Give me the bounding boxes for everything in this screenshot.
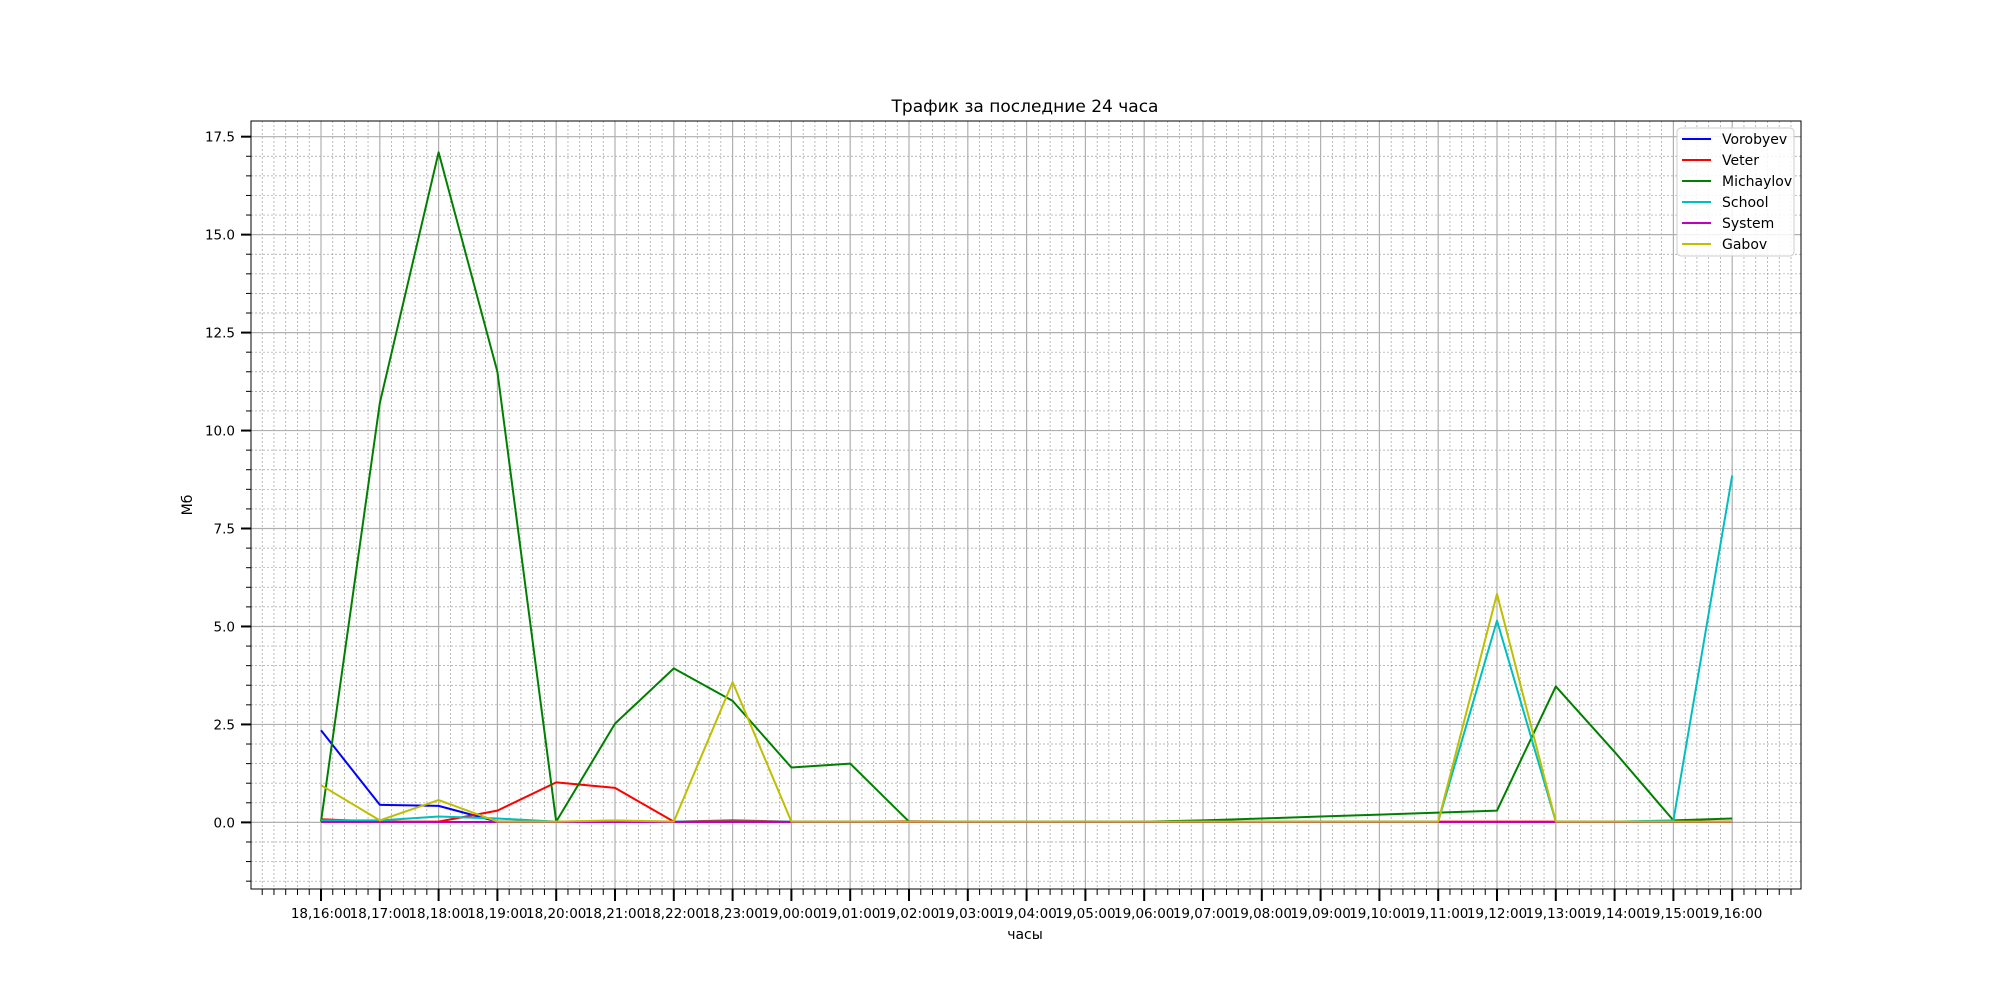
x-tick-label: 19,01:00 — [820, 906, 880, 922]
x-tick-label: 19,04:00 — [996, 906, 1056, 922]
legend-label-gabov: Gabov — [1722, 237, 1767, 253]
chart-title: Трафик за последние 24 часа — [891, 97, 1159, 117]
y-tick-label: 12.5 — [205, 326, 235, 342]
x-tick-label: 18,18:00 — [408, 906, 468, 922]
x-tick-label: 19,00:00 — [761, 906, 821, 922]
x-tick-label: 19,02:00 — [879, 906, 939, 922]
x-tick-label: 19,16:00 — [1702, 906, 1762, 922]
x-tick-label: 18,20:00 — [526, 906, 586, 922]
x-tick-label: 19,05:00 — [1055, 906, 1115, 922]
x-tick-label: 19,15:00 — [1643, 906, 1703, 922]
x-axis-label: часы — [1007, 927, 1043, 943]
x-tick-label: 19,08:00 — [1232, 906, 1292, 922]
x-tick-label: 19,12:00 — [1467, 906, 1527, 922]
y-tick-label: 10.0 — [205, 424, 235, 440]
x-tick-label: 18,22:00 — [644, 906, 704, 922]
y-tick-label: 7.5 — [214, 522, 235, 538]
x-tick-label: 18,21:00 — [585, 906, 645, 922]
x-tick-label: 19,13:00 — [1526, 906, 1586, 922]
x-tick-label: 19,14:00 — [1584, 906, 1644, 922]
legend-label-veter: Veter — [1722, 153, 1759, 169]
series-line-gabov — [320, 592, 1733, 823]
legend-label-school: School — [1722, 195, 1768, 211]
y-tick-label: 15.0 — [205, 228, 235, 244]
x-tick-label: 19,10:00 — [1349, 906, 1409, 922]
series-lines — [320, 151, 1734, 823]
x-axis-ticks: 18,16:0018,17:0018,18:0018,19:0018,20:00… — [261, 889, 1792, 922]
major-grid — [251, 121, 1801, 889]
legend-label-vorobyev: Vorobyev — [1722, 132, 1787, 148]
y-axis-label: Мб — [180, 495, 196, 516]
x-tick-label: 19,11:00 — [1408, 906, 1468, 922]
legend-label-michaylov: Michaylov — [1722, 174, 1792, 190]
x-tick-label: 18,17:00 — [350, 906, 410, 922]
x-tick-label: 19,03:00 — [938, 906, 998, 922]
x-tick-label: 18,23:00 — [702, 906, 762, 922]
y-tick-label: 17.5 — [205, 130, 235, 146]
y-tick-label: 2.5 — [214, 717, 235, 733]
y-axis-ticks: 0.0 2.5 5.0 7.5 10.0 12.5 15.0 17.5 — [205, 130, 251, 882]
x-tick-label: 19,09:00 — [1290, 906, 1350, 922]
x-tick-label: 18,19:00 — [467, 906, 527, 922]
y-tick-label: 0.0 — [214, 815, 235, 831]
legend: Vorobyev Veter Michaylov School System Gabov — [1676, 127, 1795, 257]
legend-label-system: System — [1722, 216, 1774, 232]
x-tick-label: 18,16:00 — [291, 906, 351, 922]
y-tick-label: 5.0 — [214, 619, 235, 635]
x-tick-label: 19,07:00 — [1173, 906, 1233, 922]
x-tick-label: 19,06:00 — [1114, 906, 1174, 922]
